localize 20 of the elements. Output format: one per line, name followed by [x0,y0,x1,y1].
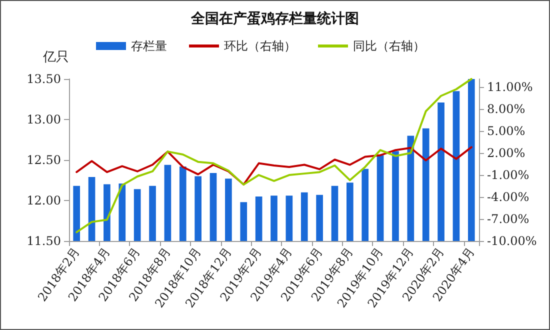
legend-label: 同比（右轴） [353,39,425,53]
y2-tick-label: 11.00% [487,80,533,94]
y2-tick-label: -7.00% [487,212,530,226]
y2-tick-label: -1.00% [487,168,530,182]
legend-label: 环比（右轴） [224,39,296,53]
y2-tick-label: 2.00% [487,146,526,160]
legend-label: 存栏量 [131,39,167,53]
y-tick-label: 13.00 [26,112,61,126]
y2-tick-label: 5.00% [487,124,526,138]
y-tick-label: 12.50 [26,153,61,167]
line-series [76,146,472,186]
y-tick-label: 12.00 [26,194,61,208]
y2-tick-label: -10.00% [487,234,537,248]
y2-tick-label: -4.00% [487,190,530,204]
line-series [76,78,472,234]
y-tick-label: 13.50 [26,72,61,86]
y2-tick-label: 8.00% [487,102,526,116]
y-tick-label: 11.50 [26,234,61,248]
y-axis-title: 亿只 [42,50,69,65]
chart-title: 全国在产蛋鸡存栏量统计图 [190,10,359,27]
